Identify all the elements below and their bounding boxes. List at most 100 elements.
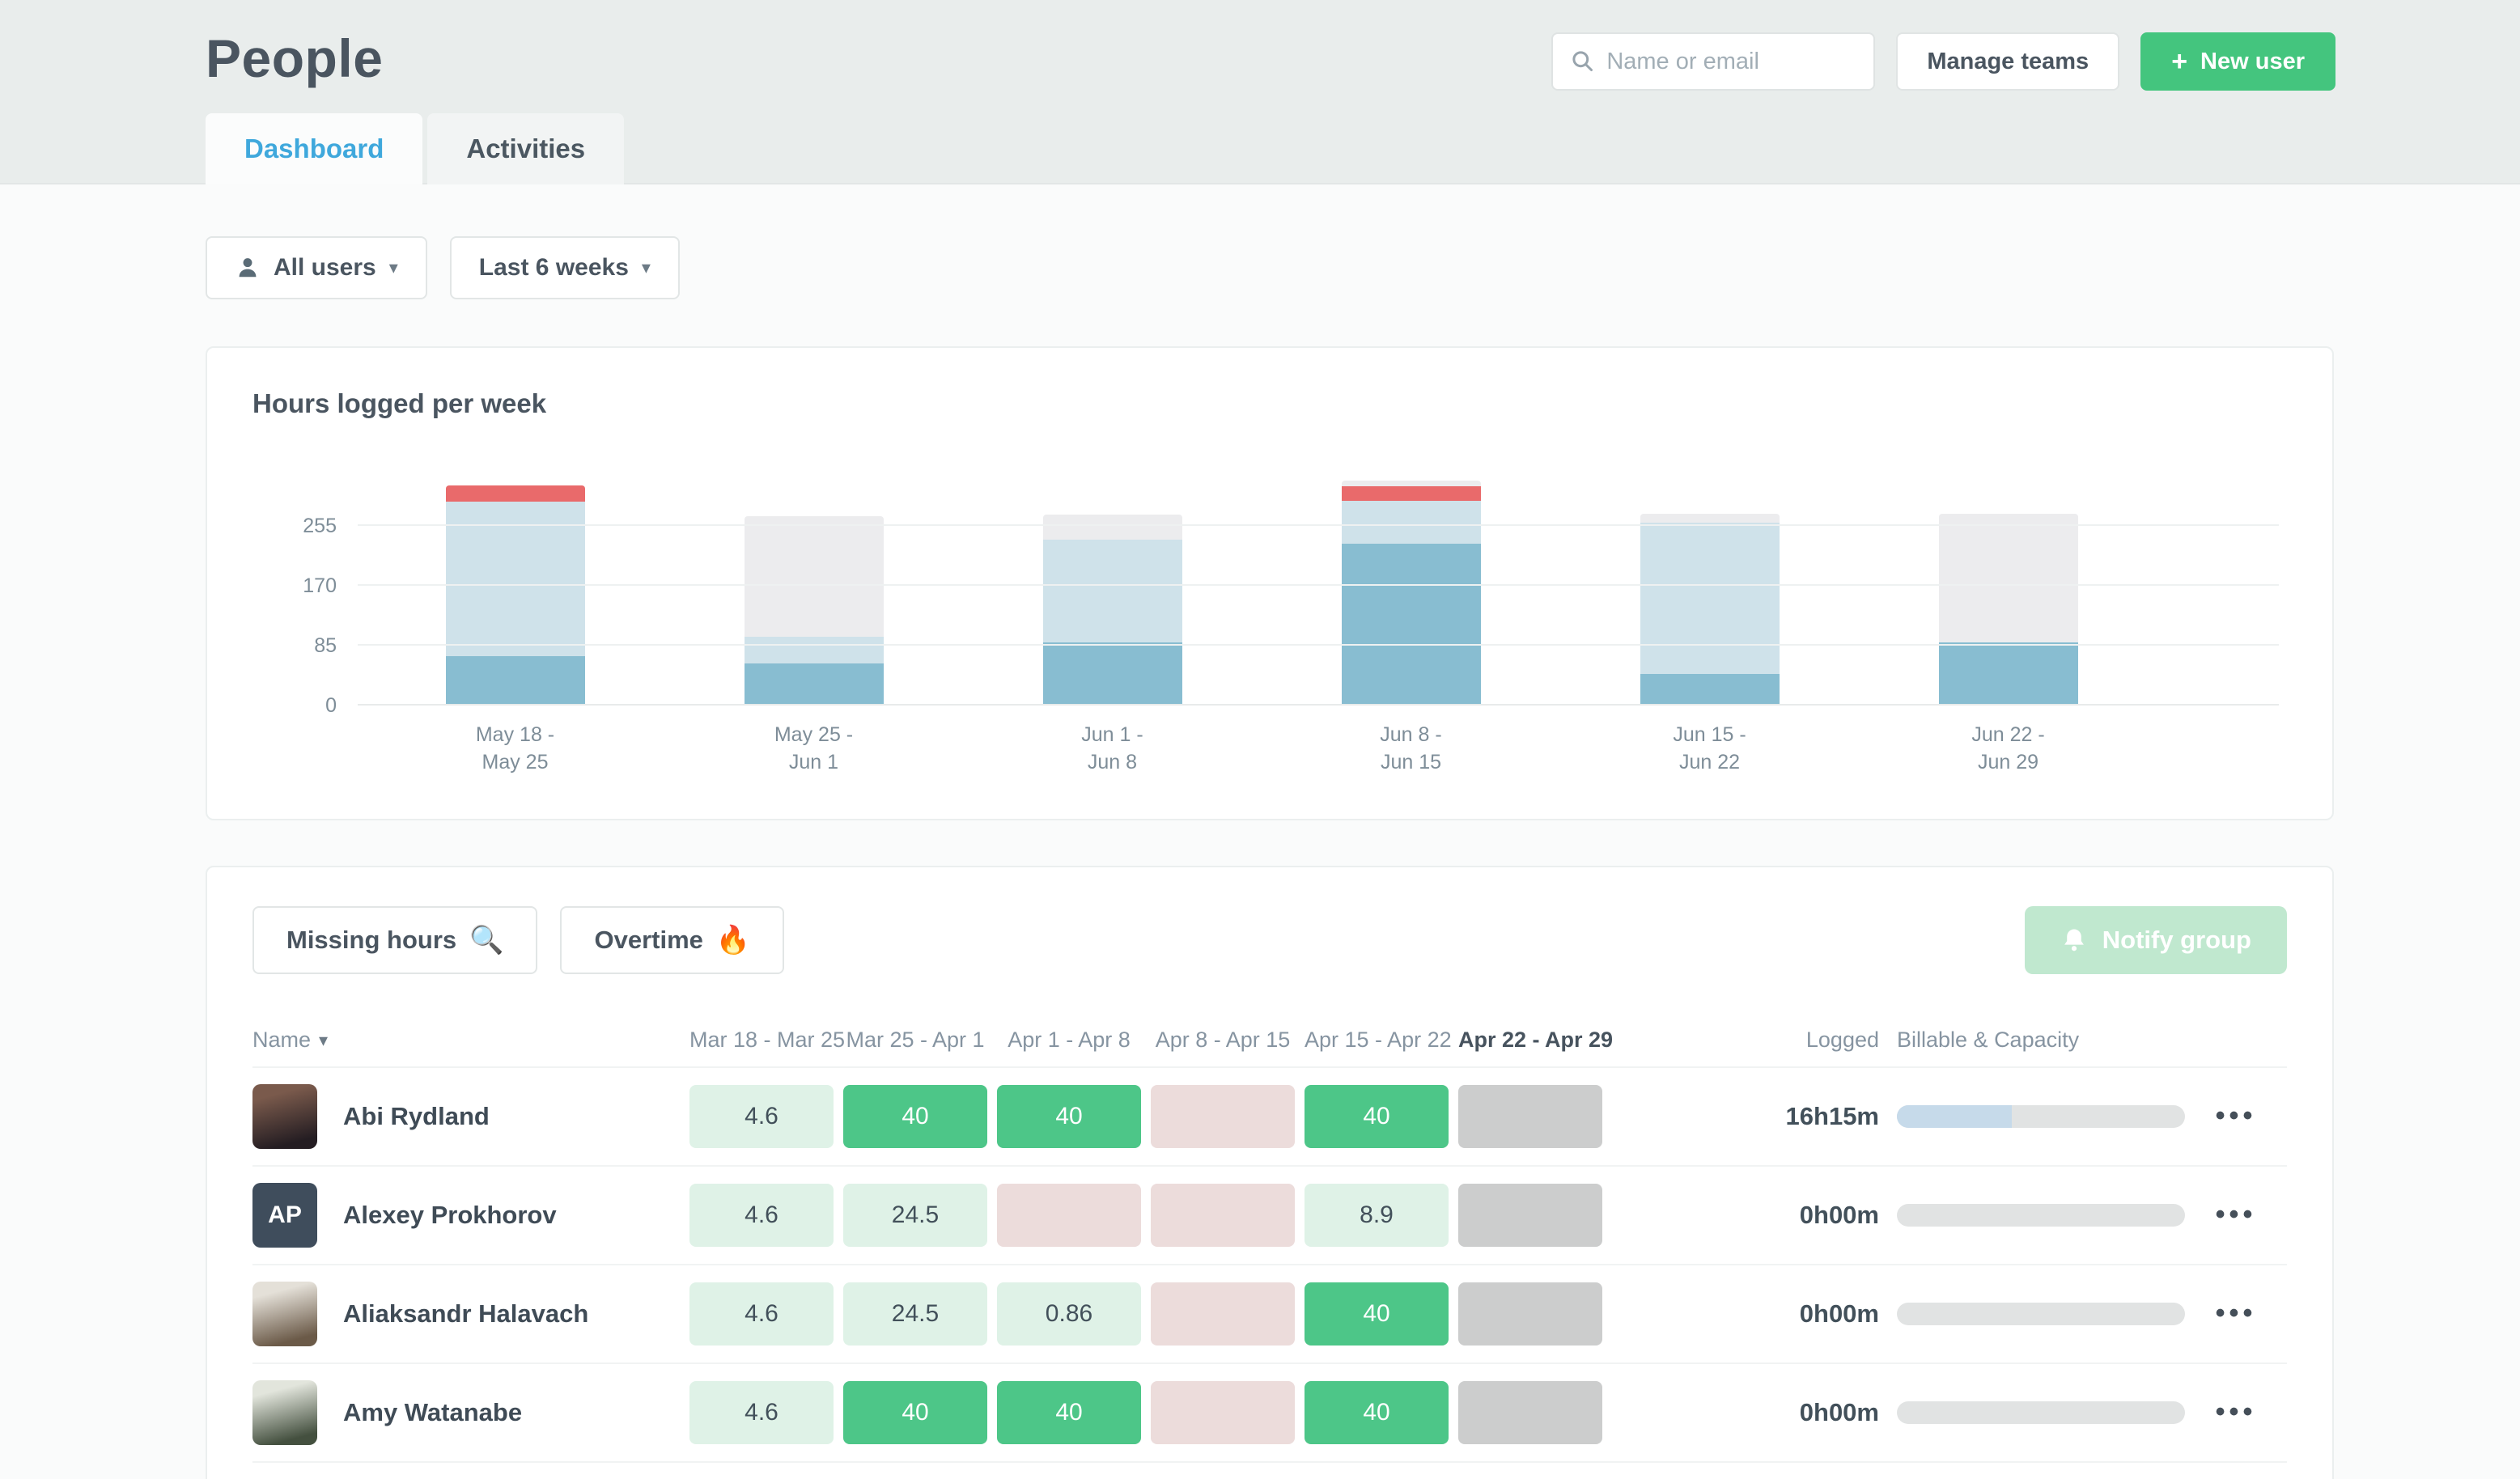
x-tick-line: Jun 22 xyxy=(1678,750,1741,773)
search-icon xyxy=(1572,51,1593,71)
table-row[interactable]: Anda Maria Somodea4.624.58.925h13m••• xyxy=(252,1460,2287,1479)
person-name: Aliaksandr Halavach xyxy=(343,1299,589,1328)
week-cell[interactable] xyxy=(1151,1380,1295,1444)
table-row[interactable]: Abi Rydland 4.6 40 40 40 16h15m ••• xyxy=(252,1066,2287,1165)
tab-dashboard[interactable]: Dashboard xyxy=(206,113,423,184)
missing-hours-filter-button[interactable]: Missing hours 🔍 xyxy=(252,905,538,974)
table-row[interactable]: Amy Watanabe 4.6 40 40 40 0h00m ••• xyxy=(252,1362,2287,1461)
new-user-button[interactable]: + New user xyxy=(2140,32,2335,91)
week-cell[interactable]: 0.86 xyxy=(997,1282,1141,1346)
chevron-down-icon: ▾ xyxy=(388,257,398,278)
name-cell: AP Alexey Prokhorov xyxy=(252,1182,689,1248)
hours-chart-panel: Hours logged per week 0 85 170 255 May 18 -… xyxy=(206,346,2334,820)
week-cell[interactable]: 40 xyxy=(843,1084,987,1148)
row-menu-cell: ••• xyxy=(2185,1199,2287,1231)
week-cell[interactable] xyxy=(1151,1084,1295,1148)
week-cell[interactable]: 40 xyxy=(843,1380,987,1444)
column-header-week[interactable]: Apr 22 - Apr 29 xyxy=(1458,1028,1614,1052)
week-cell[interactable]: 40 xyxy=(997,1084,1141,1148)
column-header-week[interactable]: Apr 8 - Apr 15 xyxy=(1155,1028,1291,1052)
column-header-week[interactable]: Mar 18 - Mar 25 xyxy=(689,1028,846,1052)
x-tick-label: Jun 1 - Jun 8 xyxy=(963,722,1262,777)
users-filter-dropdown[interactable]: All users ▾ xyxy=(206,236,427,299)
week-cell[interactable] xyxy=(1458,1084,1602,1148)
overtime-filter-button[interactable]: Overtime 🔥 xyxy=(560,905,785,974)
notify-group-button[interactable]: Notify group xyxy=(2024,905,2287,974)
capacity-bar-cell xyxy=(1879,1203,2185,1227)
chart-y-axis: 0 85 170 255 xyxy=(252,471,358,717)
chart-bar[interactable] xyxy=(744,515,884,706)
name-cell: Amy Watanabe xyxy=(252,1379,689,1445)
x-tick-line: Jun 15 - xyxy=(1673,723,1746,746)
column-header-week[interactable]: Mar 25 - Apr 1 xyxy=(846,1028,985,1052)
table-row[interactable]: Aliaksandr Halavach 4.6 24.5 0.86 40 0h00m ••• xyxy=(252,1263,2287,1362)
week-cell[interactable]: 40 xyxy=(1305,1282,1449,1346)
week-cell[interactable] xyxy=(1151,1183,1295,1247)
chart-bar-slot xyxy=(963,471,1262,706)
manage-teams-button[interactable]: Manage teams xyxy=(1896,32,2120,91)
chart-title: Hours logged per week xyxy=(252,388,547,418)
column-header-week[interactable]: Apr 15 - Apr 22 xyxy=(1305,1028,1452,1052)
name-cell: Aliaksandr Halavach xyxy=(252,1281,689,1346)
week-cell[interactable]: 4.6 xyxy=(689,1084,834,1148)
logged-value: 0h00m xyxy=(1799,1397,1879,1426)
table-toolbar: Missing hours 🔍 Overtime 🔥 Notify group xyxy=(252,905,2287,974)
column-header-name[interactable]: Name ▾ xyxy=(252,1028,689,1053)
week-cell[interactable] xyxy=(997,1183,1141,1247)
week-cell[interactable] xyxy=(1458,1183,1602,1247)
week-cell[interactable]: 4.6 xyxy=(689,1380,834,1444)
column-header-week[interactable]: Apr 1 - Apr 8 xyxy=(1008,1028,1131,1052)
week-cell[interactable] xyxy=(1458,1380,1602,1444)
table-row[interactable]: AP Alexey Prokhorov 4.6 24.5 8.9 0h00m ••• xyxy=(252,1164,2287,1264)
chart-bar[interactable] xyxy=(1042,515,1182,706)
search-input[interactable] xyxy=(1606,48,1856,75)
more-menu-icon[interactable]: ••• xyxy=(2215,1396,2257,1427)
logged-value: 0h00m xyxy=(1799,1299,1879,1328)
date-range-dropdown[interactable]: Last 6 weeks ▾ xyxy=(449,236,680,299)
bar-segment-billable xyxy=(1938,642,2078,706)
week-cell[interactable]: 4.6 xyxy=(689,1282,834,1346)
fire-icon: 🔥 xyxy=(715,924,751,956)
x-tick-label: Jun 15 - Jun 22 xyxy=(1560,722,1859,777)
x-tick-line: Jun 22 - xyxy=(1971,723,2045,746)
more-menu-icon[interactable]: ••• xyxy=(2215,1298,2257,1329)
week-cell[interactable]: 40 xyxy=(997,1380,1141,1444)
x-tick-line: May 18 - xyxy=(475,723,555,746)
more-menu-icon[interactable]: ••• xyxy=(2215,1100,2257,1131)
week-cell[interactable]: 24.5 xyxy=(843,1282,987,1346)
week-cell[interactable] xyxy=(1151,1282,1295,1346)
bar-segment-capacity_remaining xyxy=(1938,514,2078,642)
capacity-bar-cell xyxy=(1879,1104,2185,1128)
week-cell[interactable]: 4.6 xyxy=(689,1183,834,1247)
chart-bar[interactable] xyxy=(445,485,585,706)
tab-bar: Dashboard Activities xyxy=(206,113,629,184)
week-cell[interactable]: 8.9 xyxy=(1305,1183,1449,1247)
bar-segment-capacity_remaining xyxy=(744,515,884,637)
tab-activities[interactable]: Activities xyxy=(427,113,625,184)
x-tick-label: Jun 22 - Jun 29 xyxy=(1859,722,2157,777)
capacity-bar xyxy=(1897,1401,2185,1424)
chart-bar[interactable] xyxy=(1640,514,1780,706)
x-tick-label: May 18 - May 25 xyxy=(366,722,664,777)
bar-segment-non_billable xyxy=(1341,500,1481,544)
x-tick-line: May 25 xyxy=(482,750,549,773)
chart-bar[interactable] xyxy=(1938,514,2078,706)
chart-bar[interactable] xyxy=(1341,481,1481,706)
x-tick-label: Jun 8 - Jun 15 xyxy=(1262,722,1560,777)
search-box[interactable] xyxy=(1551,32,1876,91)
chart-bar-slot xyxy=(1859,471,2157,706)
bar-segment-overtime xyxy=(445,485,585,502)
week-cell[interactable] xyxy=(1458,1282,1602,1346)
gridline xyxy=(358,644,2279,646)
chart-bar-slot xyxy=(1262,471,1560,706)
topbar-actions: Manage teams + New user xyxy=(1551,32,2335,91)
week-cell[interactable]: 40 xyxy=(1305,1084,1449,1148)
chart-bar-slot xyxy=(1560,471,1859,706)
more-menu-icon[interactable]: ••• xyxy=(2215,1199,2257,1230)
week-cell[interactable]: 24.5 xyxy=(843,1183,987,1247)
capacity-bar-cell xyxy=(1879,1401,2185,1424)
bar-segment-non_billable xyxy=(1640,522,1780,674)
week-cell[interactable]: 40 xyxy=(1305,1380,1449,1444)
avatar xyxy=(252,1083,317,1149)
capacity-bar xyxy=(1897,1302,2185,1325)
